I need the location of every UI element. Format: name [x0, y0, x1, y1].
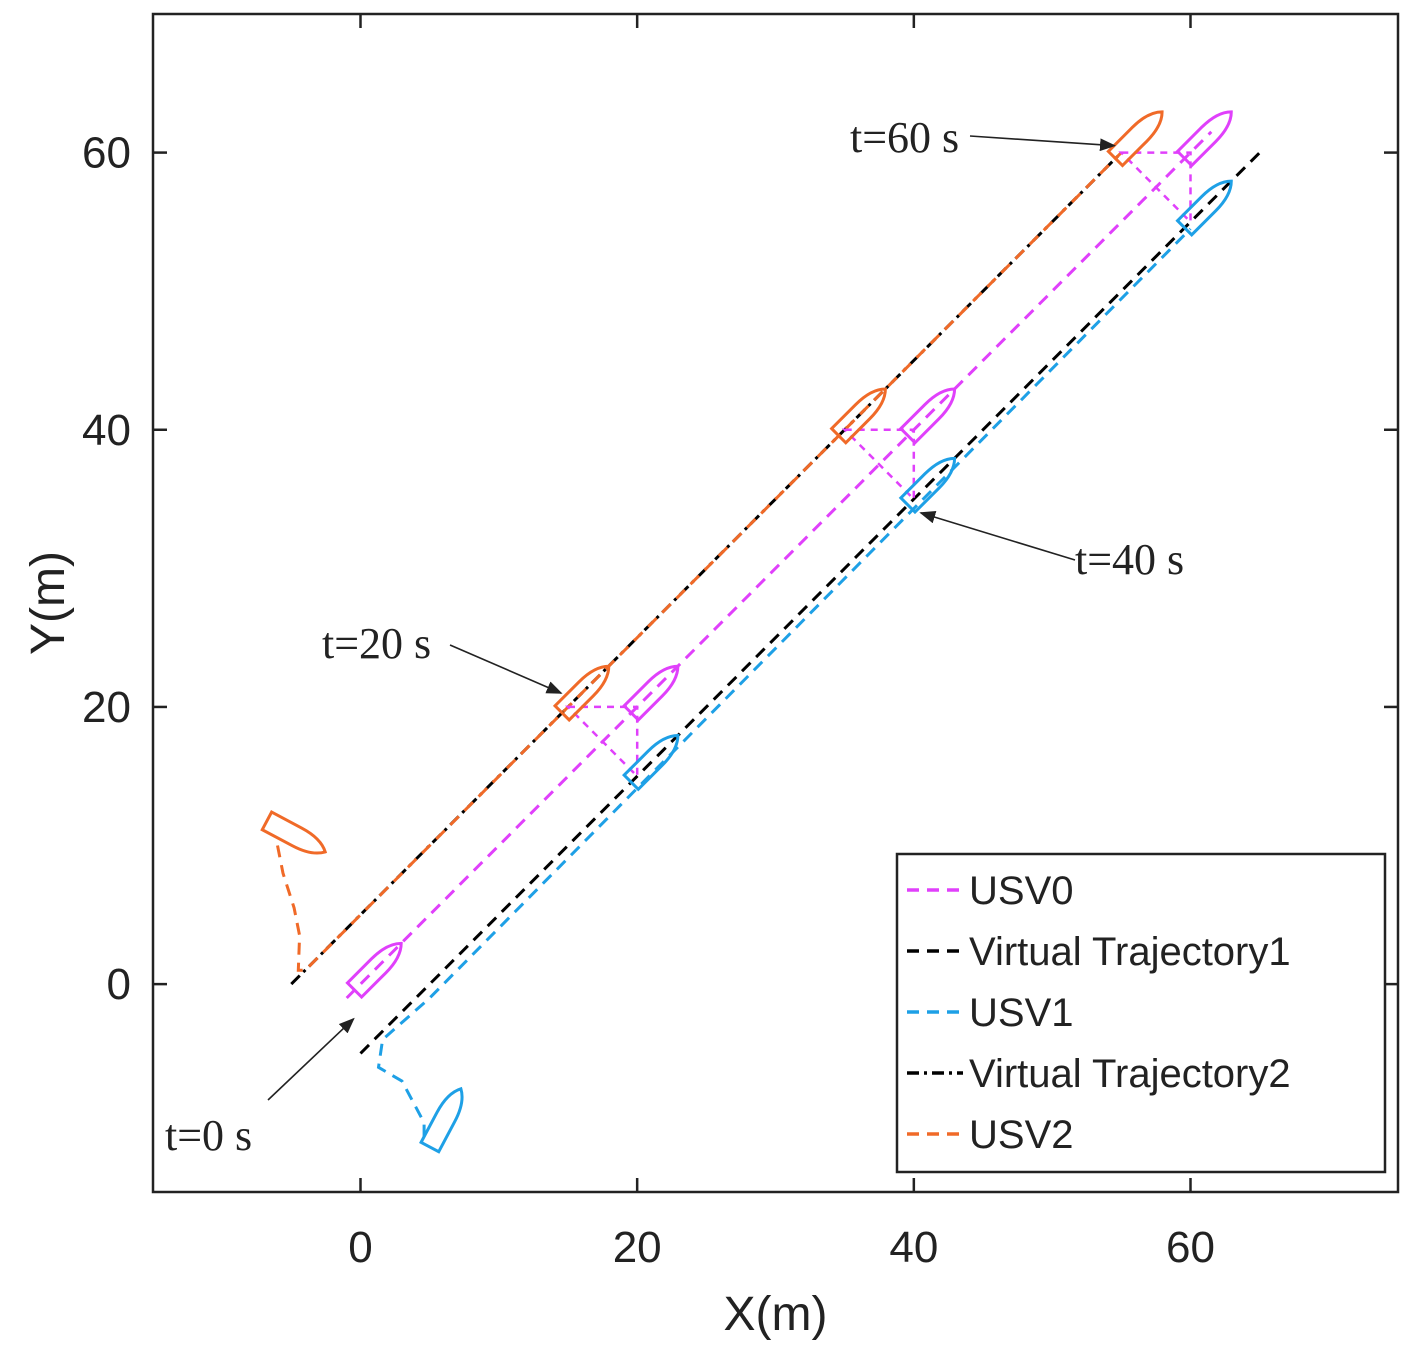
time-label: t=60 s: [850, 113, 959, 162]
boat-usv1: [898, 456, 957, 515]
trajectory-layer: [276, 130, 1261, 1137]
boat-usv0: [1175, 110, 1233, 168]
formation-triangle: [841, 428, 916, 503]
boat-usv0: [622, 664, 680, 723]
plot-area: [151, 12, 1400, 1194]
boat-usv2: [552, 664, 611, 723]
y-tick-label: 60: [82, 129, 131, 178]
formation-triangle: [564, 705, 639, 780]
y-tick-label: 40: [82, 406, 131, 455]
time-label: t=0 s: [165, 1111, 252, 1160]
time-arrow: [969, 135, 1116, 152]
time-arrow: [449, 644, 563, 694]
x-axis-label: X(m): [724, 1288, 828, 1341]
boat-usv0: [898, 387, 957, 445]
y-tick-label: 0: [107, 960, 131, 1009]
legend-label: Virtual Trajectory2: [969, 1052, 1291, 1096]
time-arrow: [267, 1017, 355, 1101]
boat-usv0: [345, 941, 403, 1000]
series-line-usv1: [376, 227, 1192, 1137]
boat-usv1: [419, 1086, 464, 1154]
y-axis-label: Y(m): [22, 551, 75, 655]
boat-usv2: [260, 810, 328, 855]
series-line-virtual-trajectory1: [359, 151, 1261, 1055]
time-arrow: [919, 510, 1076, 561]
boat-layer: [260, 110, 1233, 1154]
formation-layer: [564, 151, 1192, 780]
x-tick-label: 60: [1166, 1223, 1215, 1272]
time-label: t=40 s: [1075, 535, 1184, 584]
boat-usv1: [622, 734, 680, 792]
time-label: t=20 s: [322, 619, 431, 668]
legend-label: USV1: [969, 991, 1074, 1035]
series-line-usv0: [345, 130, 1213, 1000]
legend-label: Virtual Trajectory1: [969, 930, 1291, 974]
series-line-virtual-trajectory2: [290, 151, 1123, 986]
x-tick-label: 0: [348, 1223, 372, 1272]
boat-usv1: [1175, 179, 1233, 237]
formation-triangle: [1118, 151, 1192, 225]
boat-usv2: [1106, 110, 1164, 168]
legend-box: [895, 852, 1387, 1174]
axis-ticks: 0 20 40 60 0 20 40 60: [82, 14, 1398, 1272]
legend-label: USV0: [969, 869, 1074, 913]
series-line-usv2: [276, 151, 1123, 972]
x-tick-label: 40: [889, 1223, 938, 1272]
legend: USV0 Virtual Trajectory1 USV1 Virtual Traje…: [895, 852, 1387, 1174]
x-tick-label: 20: [613, 1223, 662, 1272]
legend-label: USV2: [969, 1113, 1074, 1157]
y-tick-label: 20: [82, 683, 131, 732]
boat-usv2: [829, 387, 887, 445]
time-annotations: t=0 s t=20 s t=40 s t=60 s: [165, 113, 1184, 1160]
